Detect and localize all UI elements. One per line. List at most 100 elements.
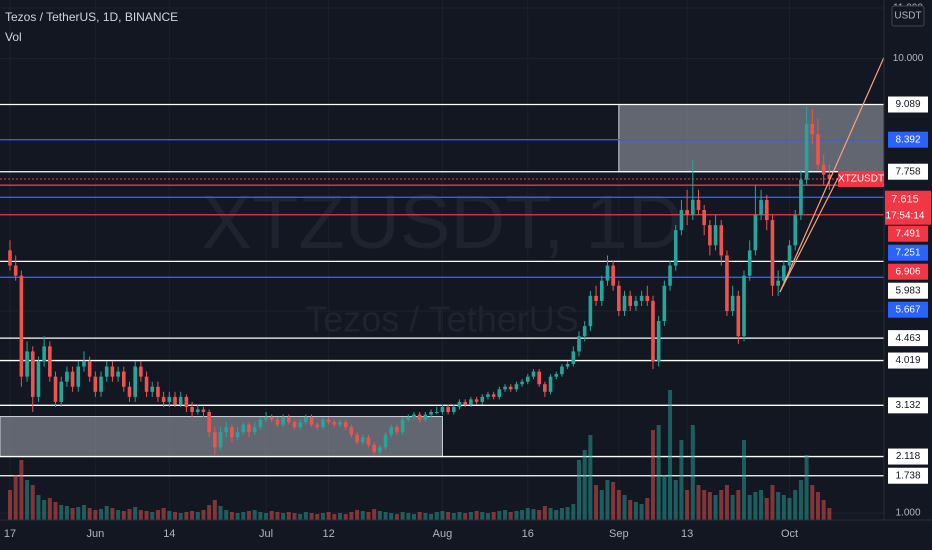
volume-bar [366, 512, 371, 520]
volume-bar [747, 495, 752, 520]
volume-bar [81, 505, 86, 520]
candle-body [167, 396, 172, 402]
candle-body [474, 399, 479, 402]
x-tick-label: Sep [609, 528, 629, 540]
volume-bar [303, 512, 308, 520]
volume-bar [190, 511, 195, 520]
candle-body [264, 417, 268, 420]
candle-body [799, 179, 803, 216]
candle-body [406, 417, 411, 420]
candle-body [412, 414, 416, 418]
currency-badge[interactable] [891, 5, 925, 27]
x-tick-label: Aug [433, 528, 453, 540]
volume-bar [525, 508, 530, 520]
volume-bar [787, 498, 792, 520]
level-label: 9.089 [895, 99, 920, 110]
volume-bar [309, 513, 314, 520]
candle-body [753, 215, 758, 251]
level-label: 7.491 [895, 228, 920, 239]
candle-body [42, 346, 46, 362]
candle-body [315, 424, 320, 428]
trend-line [779, 177, 839, 293]
volume-bar [724, 485, 729, 520]
candle-body [178, 396, 183, 405]
candle-body [241, 424, 246, 433]
volume-bar [224, 510, 229, 520]
last-price-label: 7.615 [891, 194, 919, 206]
volume-bar [235, 513, 240, 520]
volume-bar [730, 495, 735, 520]
volume-bar [531, 509, 536, 520]
candle-body [560, 366, 564, 375]
volume-bar [30, 485, 35, 520]
candle-body [611, 265, 615, 286]
volume-bar [19, 460, 24, 520]
candle-body [87, 361, 92, 377]
volume-bar [417, 512, 422, 520]
level-badge [888, 282, 928, 299]
candle-body [742, 275, 746, 337]
candle-body [309, 417, 314, 425]
volume-bar [218, 506, 223, 520]
volume-bar [810, 485, 815, 520]
candle-body [702, 210, 706, 226]
volume-bar [559, 508, 564, 520]
level-label: 7.758 [895, 166, 920, 177]
candle-body [36, 361, 41, 397]
volume-bar [497, 511, 502, 520]
candle-body [378, 447, 382, 453]
candle-body [161, 396, 166, 402]
x-tick-label: 14 [163, 528, 175, 540]
volume-bar [150, 512, 155, 520]
candle-body [452, 406, 456, 412]
volume-bar [827, 508, 832, 520]
volume-bar [804, 455, 809, 520]
volume-bar [537, 510, 542, 520]
candle-body [139, 366, 143, 377]
volume-bar [571, 504, 576, 520]
level-badge [888, 96, 928, 113]
candle-body [326, 419, 331, 423]
volume-bar [389, 513, 394, 520]
volume-bar [503, 510, 508, 520]
volume-bar [70, 508, 75, 520]
candle-body [338, 422, 342, 425]
volume-bar [286, 512, 291, 520]
candle-body [668, 265, 672, 286]
candle-body [469, 399, 473, 405]
candle-body [679, 210, 684, 231]
candle-body [662, 285, 667, 322]
volume [8, 390, 832, 520]
candle-body [389, 427, 394, 435]
volume-title: Vol [5, 30, 22, 44]
candle-body [383, 434, 388, 448]
volume-bar [315, 514, 320, 520]
volume-bar [298, 514, 303, 520]
volume-bar [736, 490, 741, 520]
candle-body [372, 444, 376, 453]
candle-body [594, 295, 598, 301]
volume-bar [793, 490, 798, 520]
volume-bar [679, 440, 684, 520]
candle-body [525, 376, 530, 382]
volume-bar [258, 512, 263, 520]
volume-bar [47, 498, 52, 520]
candle-body [634, 300, 638, 306]
candle-body [457, 401, 462, 407]
trend-line [779, 54, 886, 293]
y-tick-label: 10.000 [893, 53, 924, 64]
candle-body [201, 409, 206, 412]
volume-bar [178, 513, 183, 520]
volume-bar [656, 425, 661, 520]
x-tick-label: Oct [781, 528, 798, 540]
volume-bar [144, 511, 149, 520]
candle-body [440, 406, 445, 412]
volume-bar [719, 490, 724, 520]
currency-label[interactable]: USDT [894, 11, 921, 22]
candle-body [685, 210, 689, 216]
volume-bar [184, 512, 189, 520]
volume-bar [320, 513, 325, 520]
volume-bar [212, 500, 217, 520]
candle-body [19, 275, 24, 377]
